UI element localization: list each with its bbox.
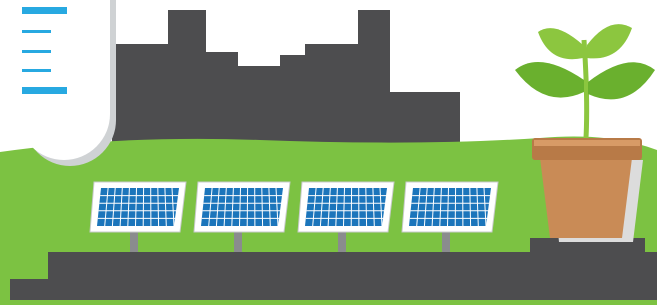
panel-cells [97, 188, 179, 226]
panel-cells [201, 188, 283, 226]
panel-cells [305, 188, 387, 226]
panel-cells [409, 188, 491, 226]
test-tube [18, 0, 116, 166]
illustration [0, 0, 657, 305]
page: (() => { const data = JSON.parse(documen… [0, 0, 657, 305]
